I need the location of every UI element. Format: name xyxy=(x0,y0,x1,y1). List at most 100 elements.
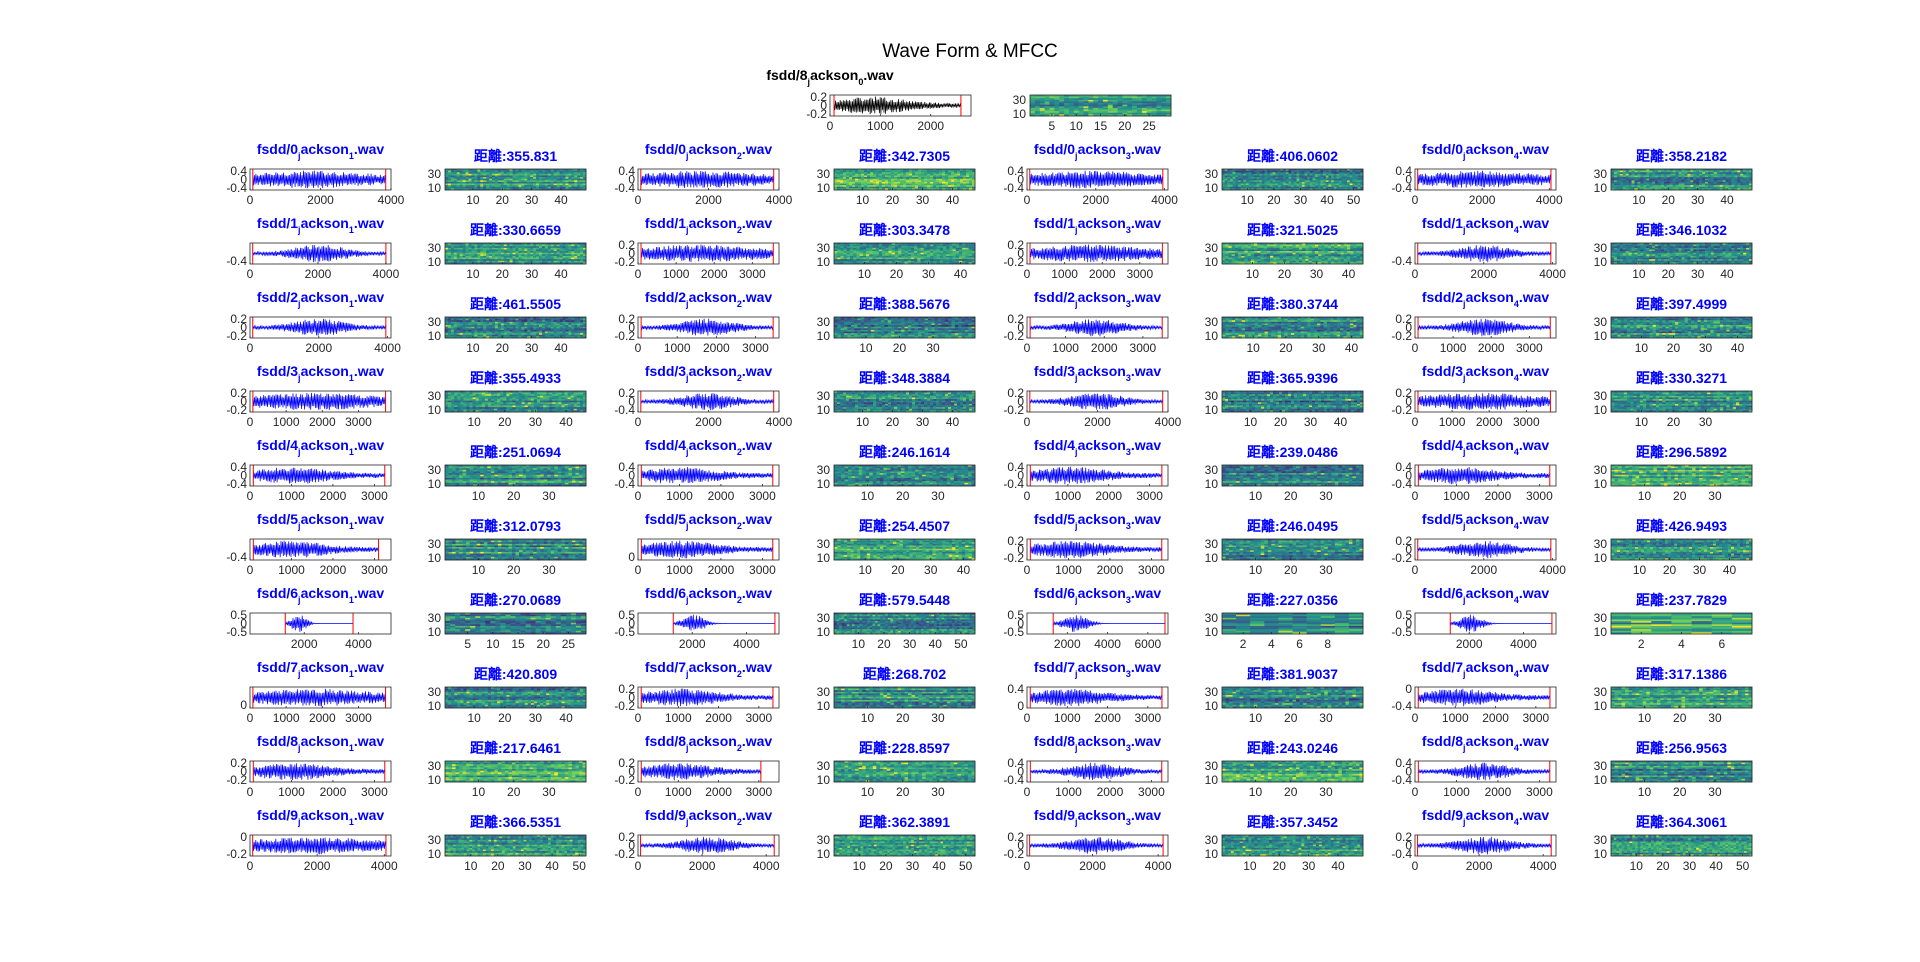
test-0-1-mfcc-cell xyxy=(960,178,964,181)
test-0-2-mfcc-cell xyxy=(1331,169,1335,171)
reference-mfcc-cell xyxy=(1117,95,1123,97)
test-0-1-mfcc-cell xyxy=(930,185,934,188)
reference-mfcc-cell xyxy=(1044,106,1050,109)
test-0-1-mfcc-cell xyxy=(849,183,853,186)
test-0-1-mfcc-cell xyxy=(852,183,856,186)
reference-mfcc-cell xyxy=(1073,112,1079,115)
test-0-1-mfcc-cell xyxy=(858,175,862,178)
reference-mfcc-cell xyxy=(1034,98,1041,101)
test-0-2-mfcc-cell xyxy=(1333,169,1337,171)
test-0-0-mfcc-cell xyxy=(474,185,478,188)
reference-mfcc-cell xyxy=(1054,106,1060,109)
reference-mfcc-cell xyxy=(1141,103,1147,105)
test-0-1-mfcc-cell xyxy=(864,175,868,178)
test-0-3-mfcc-xtick-label: 20 xyxy=(1662,193,1676,207)
test-0-1-mfcc-cell xyxy=(876,173,880,176)
test-0-0-mfcc-cell xyxy=(574,178,578,181)
test-0-1-mfcc-cell xyxy=(924,173,928,176)
test-0-1-mfcc-cell xyxy=(972,172,976,175)
test-0-0-mfcc-cell xyxy=(480,185,484,188)
test-0-1-mfcc-cell xyxy=(924,169,928,171)
test-0-1-mfcc-cell xyxy=(948,180,952,183)
test-0-0-mfcc-cell xyxy=(574,169,578,171)
test-0-1-mfcc-cell xyxy=(891,175,895,178)
test-0-0-mfcc-cell xyxy=(445,183,449,186)
test-0-0-mfcc-cell xyxy=(445,185,449,188)
test-0-1-mfcc-cell xyxy=(942,186,946,189)
test-0-0-mfcc-cell xyxy=(483,172,487,175)
reference-mfcc-cell xyxy=(1166,111,1172,114)
test-0-0-mfcc-cell xyxy=(447,180,452,183)
reference-wave-xtick-label: 0 xyxy=(827,119,834,133)
test-0-1-mfcc-cell xyxy=(942,173,946,176)
test-0-0-mfcc-cell xyxy=(574,183,578,186)
reference-mfcc-cell xyxy=(1151,107,1157,110)
test-1-0-wave-xtick-label: 4000 xyxy=(373,267,400,281)
test-0-1-mfcc-cell xyxy=(864,183,868,186)
test-0-0-mfcc-cell xyxy=(462,186,466,189)
test-0-1-mfcc-cell xyxy=(855,169,859,171)
reference-mfcc-cell xyxy=(1073,103,1079,105)
reference-mfcc-cell xyxy=(1112,104,1118,107)
test-0-0-mfcc-cell xyxy=(506,170,510,173)
test-1-0-wave-title: fsdd/1jackson1.wav xyxy=(257,215,385,235)
test-0-0-mfcc-cell xyxy=(536,178,540,181)
test-0-1-mfcc-cell xyxy=(843,183,847,186)
test-0-0-mfcc-cell xyxy=(565,180,569,183)
reference-mfcc-cell xyxy=(1136,106,1143,109)
test-0-1-mfcc-cell xyxy=(834,175,838,178)
test-1-1-mfcc-xtick-label: 20 xyxy=(890,267,904,281)
test-0-0-mfcc-cell xyxy=(447,178,452,181)
test-0-0-mfcc-cell xyxy=(527,178,531,181)
test-0-1-mfcc-cell xyxy=(930,180,934,183)
test-0-0-mfcc-cell xyxy=(492,180,496,183)
test-0-1-mfcc-cell xyxy=(891,173,895,176)
test-0-0-mfcc-cell xyxy=(530,173,534,176)
reference-mfcc-cell xyxy=(1059,96,1065,99)
test-0-2-wave-ytick-label: 0.4 xyxy=(1007,164,1024,178)
figure-title: Wave Form & MFCC xyxy=(882,41,1058,62)
test-0-1-mfcc-cell xyxy=(861,181,865,184)
test-0-1-mfcc-cell xyxy=(879,172,883,175)
test-0-2-mfcc-cell xyxy=(1288,169,1292,171)
test-0-0-mfcc-cell xyxy=(577,169,581,171)
test-0-1-mfcc-cell xyxy=(969,177,973,179)
test-0-2-mfcc-cell xyxy=(1339,169,1343,171)
test-0-0-mfcc-cell xyxy=(480,172,484,175)
test-0-0-mfcc-cell xyxy=(468,170,472,173)
test-0-1-mfcc-cell xyxy=(855,170,859,173)
test-0-0-mfcc-cell xyxy=(530,181,534,184)
test-0-1-mfcc-cell xyxy=(957,178,961,181)
test-0-0-mfcc-cell xyxy=(450,181,455,184)
test-0-2-mfcc-cell xyxy=(1259,170,1263,173)
test-0-1-mfcc-cell xyxy=(870,169,874,171)
test-0-2-mfcc-cell xyxy=(1352,169,1356,171)
reference-mfcc-cell xyxy=(1102,112,1109,115)
reference-mfcc-cell xyxy=(1107,112,1113,115)
test-0-0-mfcc-cell xyxy=(524,186,528,189)
test-0-1-mfcc-cell xyxy=(966,180,970,183)
test-0-1-mfcc-cell xyxy=(894,188,898,191)
test-0-0-mfcc-cell xyxy=(547,169,552,171)
test-0-0-mfcc-cell xyxy=(515,185,519,188)
test-0-0-mfcc-cell xyxy=(509,169,513,171)
test-0-2-wave-ytick-label: 0 xyxy=(1017,173,1024,187)
reference-mfcc-cell xyxy=(1166,109,1172,112)
test-0-2-mfcc-cell xyxy=(1235,170,1239,173)
reference-mfcc-cell xyxy=(1088,98,1094,101)
reference-mfcc-cell xyxy=(1112,101,1118,104)
test-1-0-wave-title-part: ackson xyxy=(301,215,349,231)
test-0-3-wave-title-part: fsdd/0 xyxy=(1422,141,1463,157)
test-0-0-mfcc-cell xyxy=(518,169,522,171)
test-0-0-mfcc-cell xyxy=(568,175,572,178)
test-0-1-mfcc-cell xyxy=(894,173,898,176)
test-0-1-mfcc-cell xyxy=(924,186,928,189)
reference-mfcc-cell xyxy=(1127,96,1133,99)
test-0-1-mfcc-cell xyxy=(921,185,925,188)
reference-mfcc-cell xyxy=(1083,104,1089,107)
test-0-2-mfcc-cell xyxy=(1261,169,1265,171)
test-0-0-mfcc-cell xyxy=(468,188,472,191)
test-0-0-mfcc-cell xyxy=(503,188,507,191)
test-0-0-mfcc-cell xyxy=(462,169,466,171)
